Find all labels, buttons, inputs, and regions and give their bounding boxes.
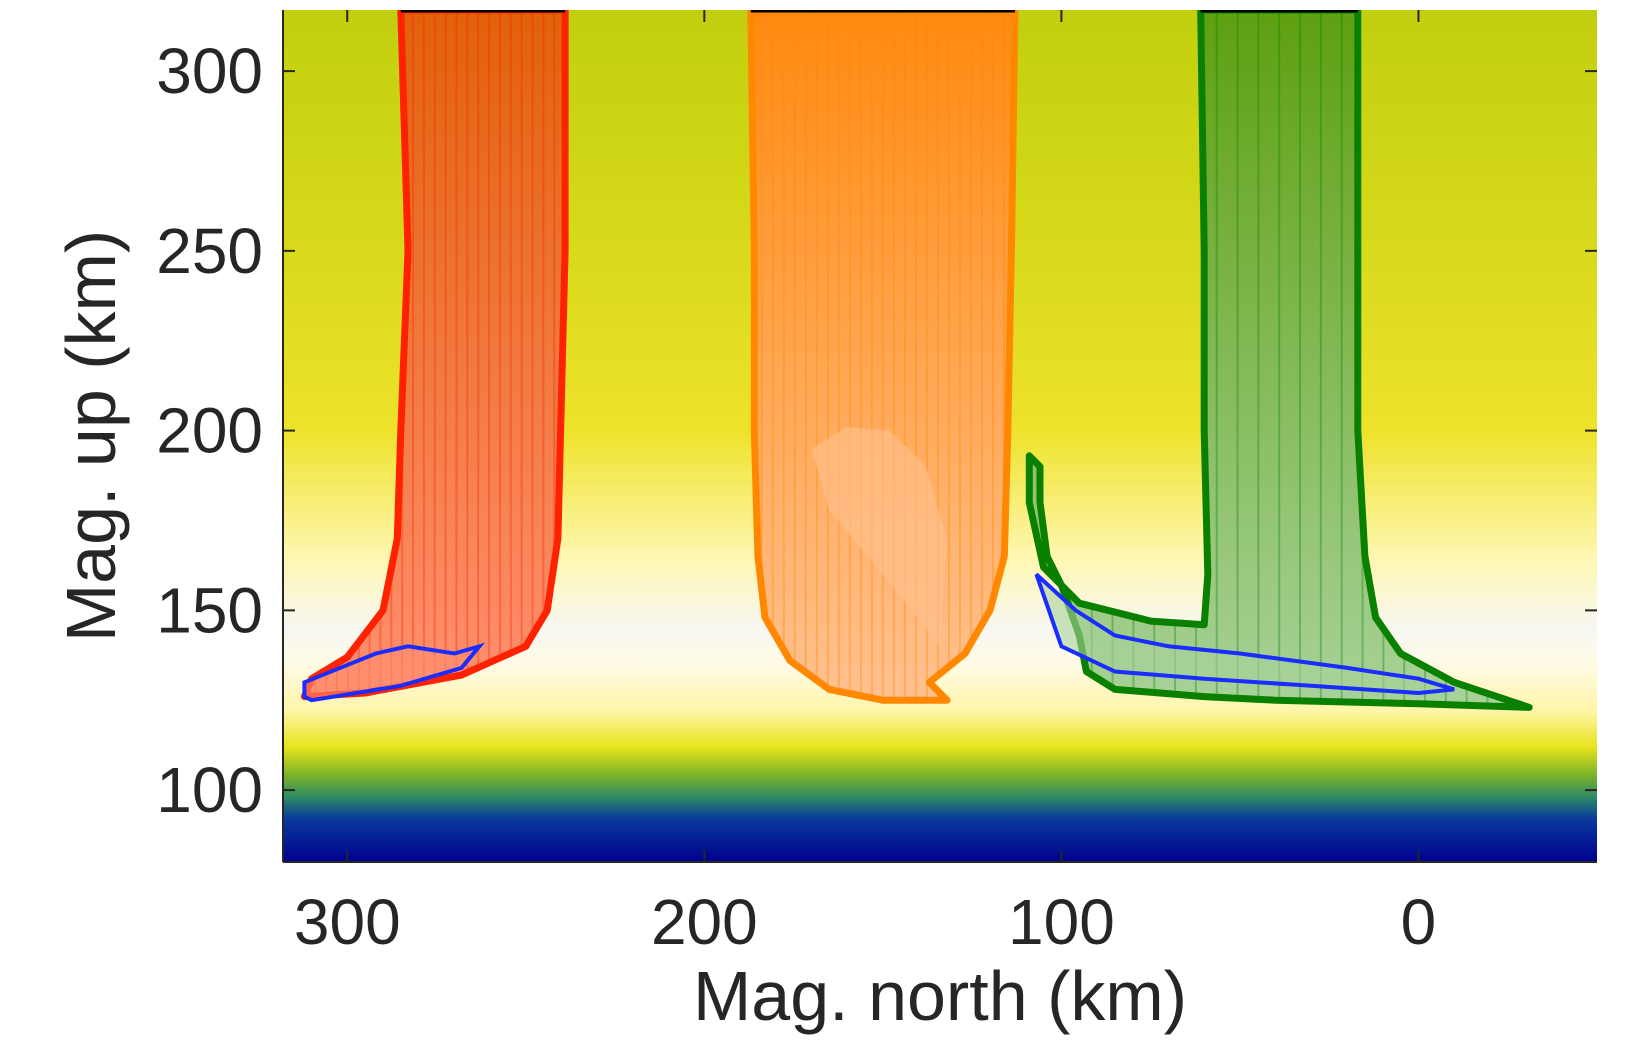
x-tick-label: 200 <box>651 886 758 958</box>
y-tick-label: 250 <box>156 215 263 287</box>
x-axis-title: Mag. north (km) <box>693 957 1187 1035</box>
x-tick-label: 300 <box>294 886 401 958</box>
y-tick-label: 200 <box>156 395 263 467</box>
y-tick-label: 150 <box>156 574 263 646</box>
x-tick-label: 0 <box>1401 886 1437 958</box>
orange-bundle-region <box>747 10 1019 704</box>
x-tick-label: 100 <box>1008 886 1115 958</box>
red-bundle <box>300 10 569 703</box>
axes: 300 200 100 0 100 150 200 250 300 <box>156 10 1597 958</box>
orange-bundle <box>747 10 1019 704</box>
y-axis-title: Mag. up (km) <box>52 230 130 642</box>
y-tick-label: 300 <box>156 35 263 107</box>
orange-bundle-inner-region <box>811 427 948 647</box>
y-tick-label: 100 <box>156 754 263 826</box>
red-bundle-inner-region <box>302 642 486 703</box>
green-bundle-inner-region <box>1034 572 1455 696</box>
plot-area <box>283 10 1597 862</box>
